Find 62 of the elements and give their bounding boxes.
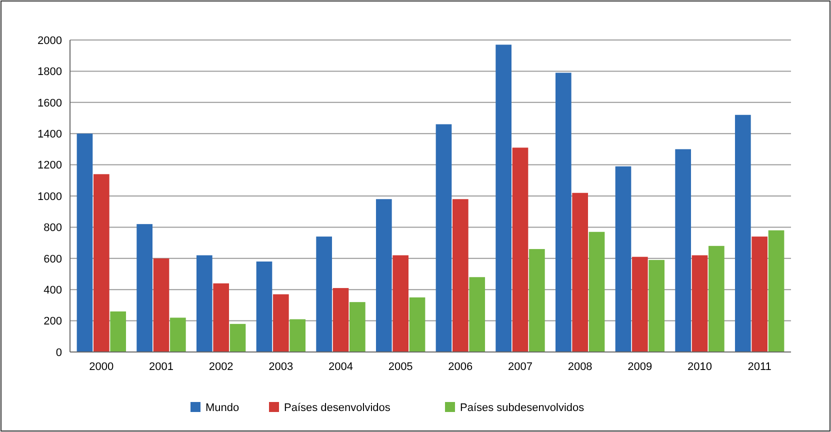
bar bbox=[588, 232, 605, 352]
bar bbox=[632, 256, 648, 352]
bar bbox=[230, 324, 246, 352]
y-tick-label: 1000 bbox=[38, 190, 62, 203]
y-tick-label: 1800 bbox=[38, 66, 62, 78]
bar bbox=[496, 44, 512, 352]
bar bbox=[170, 318, 186, 352]
bar bbox=[316, 236, 332, 352]
y-tick-label: 400 bbox=[44, 284, 62, 296]
x-tick-label: 2000 bbox=[89, 361, 114, 373]
x-tick-label: 2010 bbox=[688, 361, 712, 373]
bar bbox=[409, 297, 426, 352]
bar bbox=[196, 255, 212, 352]
bar bbox=[376, 199, 392, 352]
bar bbox=[555, 72, 572, 352]
bar bbox=[350, 302, 366, 352]
bar bbox=[572, 192, 588, 352]
bar bbox=[436, 124, 452, 352]
x-tick-label: 2004 bbox=[328, 361, 353, 373]
x-tick-label: 2002 bbox=[208, 361, 234, 373]
bar bbox=[290, 319, 306, 352]
x-tick-label: 2005 bbox=[388, 361, 413, 373]
bar bbox=[272, 294, 289, 352]
x-tick-label: 2009 bbox=[628, 361, 652, 373]
bar bbox=[529, 249, 545, 352]
bar bbox=[332, 288, 349, 352]
bar bbox=[213, 283, 229, 352]
bar bbox=[768, 230, 784, 352]
bar bbox=[256, 262, 272, 352]
bar bbox=[469, 277, 486, 352]
x-tick-label: 2011 bbox=[748, 361, 772, 373]
bar bbox=[153, 258, 170, 352]
bar bbox=[675, 149, 691, 352]
bar bbox=[136, 224, 152, 352]
y-tick-label: 200 bbox=[44, 316, 62, 328]
x-tick-label: 2007 bbox=[508, 361, 532, 373]
x-tick-label: 2006 bbox=[448, 361, 473, 373]
legend-label: Países subdesenvolvidos bbox=[460, 402, 585, 414]
bar bbox=[648, 260, 665, 352]
bar bbox=[752, 236, 768, 352]
y-tick-label: 600 bbox=[44, 253, 62, 266]
x-tick-label: 2001 bbox=[149, 361, 174, 373]
y-tick-label: 2000 bbox=[38, 34, 62, 47]
y-tick-label: 0 bbox=[56, 346, 62, 359]
bar bbox=[93, 174, 110, 352]
bar bbox=[110, 311, 126, 352]
y-tick-label: 1200 bbox=[38, 160, 62, 172]
x-tick-label: 2008 bbox=[568, 361, 592, 373]
legend-label: Países desenvolvidos bbox=[284, 402, 391, 414]
legend-label: Mundo bbox=[206, 402, 240, 414]
x-tick-label: 2003 bbox=[268, 361, 294, 373]
bar bbox=[392, 255, 409, 352]
bar bbox=[452, 199, 468, 352]
bar bbox=[615, 166, 632, 352]
bar bbox=[734, 114, 751, 352]
y-tick-label: 1400 bbox=[38, 128, 62, 140]
bar bbox=[708, 246, 724, 352]
bar bbox=[692, 255, 708, 352]
bar bbox=[512, 148, 528, 352]
bar bbox=[76, 134, 93, 352]
y-tick-label: 1600 bbox=[38, 97, 62, 110]
y-tick-label: 800 bbox=[44, 222, 62, 234]
